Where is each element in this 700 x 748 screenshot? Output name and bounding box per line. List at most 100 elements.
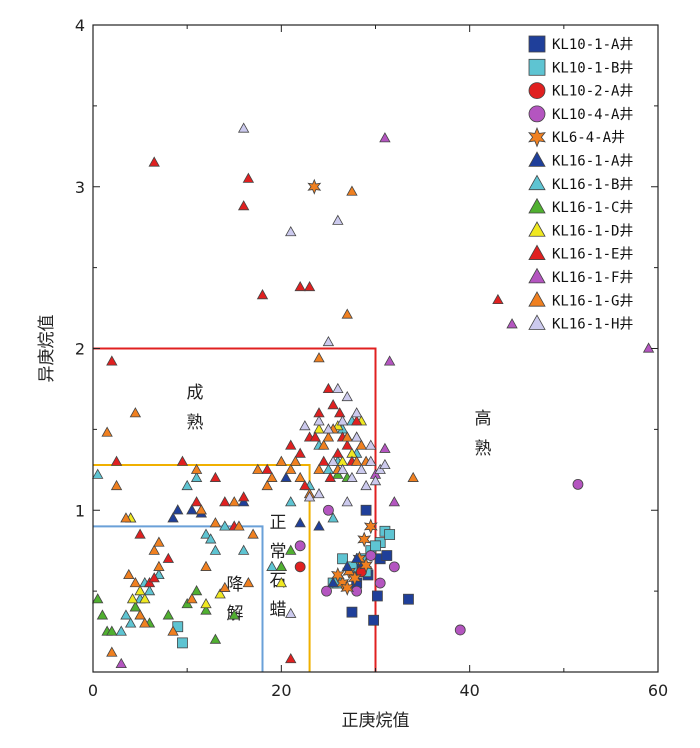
- point-s11-30: [313, 463, 325, 474]
- point-s12-24: [365, 439, 377, 450]
- point-s12-17: [313, 488, 325, 499]
- point-s6-9: [181, 479, 193, 491]
- point-s8-4: [200, 597, 212, 609]
- point-s7-8: [162, 609, 175, 620]
- point-s6-27: [327, 512, 339, 523]
- zone-label-1-char-0: 正: [270, 513, 287, 533]
- point-s11-20: [219, 581, 231, 592]
- point-s9-13: [190, 496, 203, 507]
- point-s9-32: [285, 652, 297, 664]
- point-s11-23: [247, 528, 259, 539]
- point-s11-15: [186, 593, 198, 604]
- legend-marker-10: [528, 267, 546, 284]
- point-s9-30: [324, 471, 336, 482]
- point-s7-10: [190, 585, 203, 596]
- legend-label-11: KL16-1-G井: [552, 293, 633, 309]
- legend-label-10: KL16-1-F井: [552, 270, 633, 286]
- point-s12-20: [299, 420, 311, 431]
- legend-marker-0: [528, 35, 546, 53]
- zone-label-1-char-2: 石: [270, 571, 287, 591]
- x-tick-label-2: 40: [459, 681, 479, 700]
- point-s10-1: [642, 342, 655, 353]
- point-s3-3: [294, 540, 306, 552]
- legend-marker-9: [528, 244, 546, 260]
- point-s9-11: [162, 552, 175, 563]
- point-s9-18: [261, 463, 273, 474]
- point-s7-0: [92, 593, 104, 604]
- point-s12-9: [350, 431, 363, 442]
- point-s5-7: [294, 517, 306, 528]
- point-s11-8: [129, 576, 142, 588]
- legend: KL10-1-A井 KL10-1-B井 KL10-2-A井 KL10-4-A井 KL6-…: [528, 35, 633, 333]
- point-s8-5: [214, 588, 226, 599]
- point-s5-3: [186, 504, 198, 515]
- point-s6-16: [266, 560, 278, 571]
- point-s9-17: [237, 491, 250, 502]
- point-s10-3: [383, 355, 396, 366]
- point-s8-6: [275, 576, 288, 588]
- legend-label-12: KL16-1-H井: [552, 317, 633, 333]
- point-s11-24: [252, 463, 264, 474]
- legend-marker-8: [528, 221, 546, 237]
- point-s12-5: [341, 390, 353, 402]
- point-s11-32: [322, 431, 335, 442]
- point-s11-1: [341, 308, 353, 319]
- point-s7-5: [129, 601, 142, 612]
- point-s6-11: [200, 528, 212, 539]
- point-s12-10: [327, 455, 339, 466]
- x-tick-label-3: 60: [648, 681, 668, 700]
- zone-boundary-2: [93, 525, 264, 672]
- point-s12-18: [303, 491, 316, 502]
- point-s11-39: [106, 646, 118, 657]
- point-s0-4: [360, 504, 372, 516]
- point-s9-24: [327, 399, 339, 410]
- point-s5-1: [167, 512, 179, 523]
- legend-marker-5: [528, 151, 546, 167]
- point-s11-14: [167, 625, 179, 636]
- point-s9-23: [322, 382, 335, 394]
- point-s2-0: [294, 561, 306, 573]
- point-s12-16: [369, 475, 382, 486]
- point-s1-9: [384, 529, 396, 540]
- point-s5-8: [313, 520, 325, 531]
- point-s11-12: [153, 536, 165, 547]
- point-s12-3: [322, 335, 335, 347]
- point-s11-17: [195, 504, 207, 515]
- point-s3-2: [323, 504, 334, 516]
- point-s12-11: [336, 463, 349, 474]
- point-s12-14: [365, 455, 377, 466]
- point-s11-37: [294, 471, 306, 482]
- point-s11-16: [190, 463, 203, 474]
- zone-label-3-char-1: 熟: [475, 438, 492, 459]
- point-s0-3: [403, 593, 414, 605]
- point-s10-0: [379, 132, 391, 143]
- point-s12-1: [332, 214, 344, 225]
- point-s4-9: [340, 579, 355, 596]
- zone-label-2-char-0: 降: [227, 575, 244, 595]
- point-s11-13: [153, 560, 165, 571]
- point-s6-15: [237, 544, 250, 555]
- point-s9-34: [309, 431, 321, 442]
- point-s6-12: [205, 533, 217, 544]
- legend-label-3: KL10-4-A井: [552, 107, 633, 123]
- point-s3-1: [572, 478, 584, 490]
- point-s6-18: [285, 496, 297, 507]
- point-s9-3: [294, 280, 306, 292]
- point-s12-12: [346, 471, 358, 482]
- legend-label-2: KL10-2-A井: [552, 84, 633, 100]
- point-s12-23: [379, 458, 391, 470]
- point-s9-28: [350, 415, 363, 426]
- point-s11-43: [407, 471, 419, 482]
- point-s3-4: [321, 585, 332, 597]
- point-s10-5: [388, 496, 401, 507]
- y-axis-title: 异庚烷值: [37, 315, 57, 383]
- point-s11-26: [266, 471, 278, 482]
- point-s6-0: [92, 468, 104, 479]
- point-s11-10: [139, 617, 151, 628]
- legend-label-5: KL16-1-A井: [552, 154, 633, 170]
- point-s7-1: [96, 609, 109, 620]
- point-s6-7: [143, 585, 156, 596]
- point-s5-2: [172, 504, 184, 515]
- point-s11-28: [289, 455, 302, 466]
